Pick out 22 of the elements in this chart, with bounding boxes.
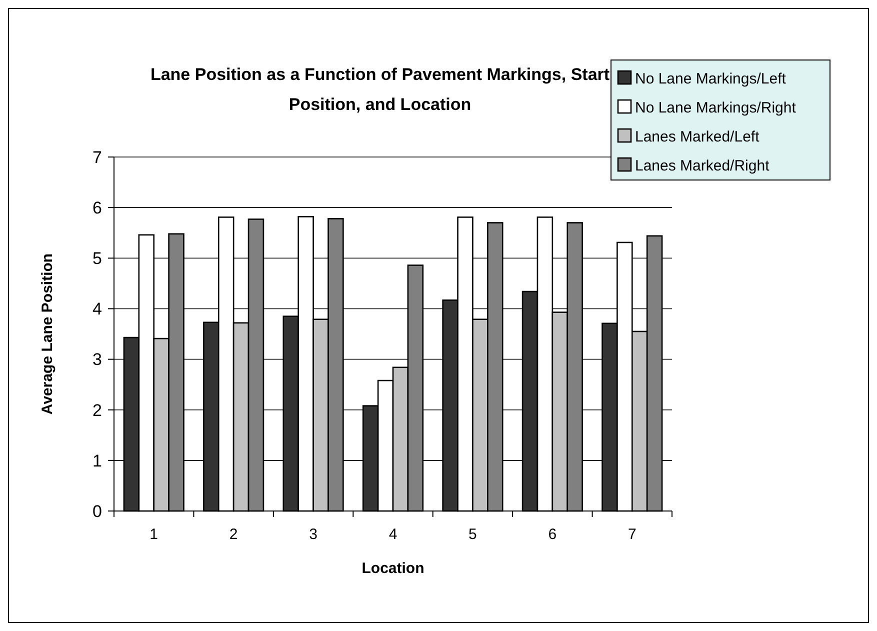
x-tick-label: 2 [229, 526, 238, 543]
y-tick-label: 4 [92, 300, 102, 319]
chart-title: Lane Position as a Function of Pavement Markings, Start Position, and Location [150, 65, 610, 114]
x-tick-label: 1 [150, 526, 158, 543]
y-tick-label: 6 [92, 198, 102, 218]
x-tick-label: 7 [628, 526, 636, 543]
legend-label: Lanes Marked/Left [635, 128, 760, 146]
x-tick-label: 4 [388, 526, 398, 543]
legend-label: No Lane Markings/Right [635, 99, 797, 116]
legend-label: No Lane Markings/Left [635, 70, 787, 88]
y-axis-title: Average Lane Position [39, 253, 56, 415]
y-tick-label: 0 [92, 502, 102, 521]
y-tick-label: 1 [92, 451, 102, 470]
x-axis-title: Location [362, 560, 424, 577]
x-tick-label: 6 [548, 526, 557, 543]
x-tick-label: 5 [468, 526, 477, 543]
y-tick-label: 7 [92, 148, 102, 167]
y-tick-label: 5 [92, 249, 102, 268]
y-tick-label: 2 [92, 400, 102, 420]
x-tick-label: 3 [309, 526, 318, 543]
legend-label: Lanes Marked/Right [635, 157, 770, 174]
y-tick-label: 3 [92, 350, 102, 370]
